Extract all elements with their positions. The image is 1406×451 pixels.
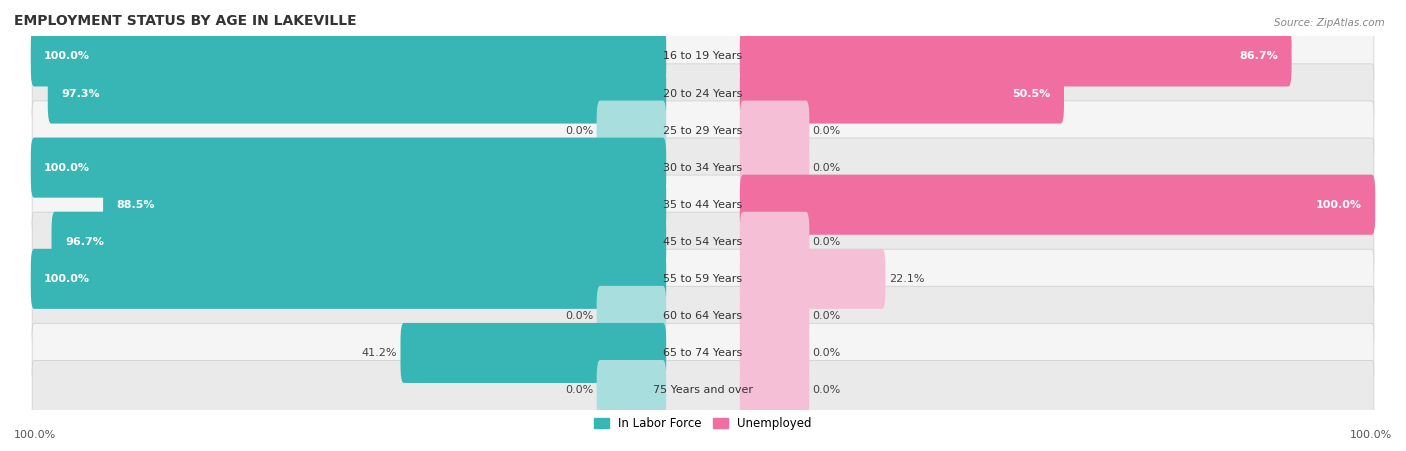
Text: 100.0%: 100.0% xyxy=(44,51,90,61)
FancyBboxPatch shape xyxy=(32,101,1374,160)
Text: 96.7%: 96.7% xyxy=(65,237,104,247)
FancyBboxPatch shape xyxy=(32,138,1374,197)
Text: 0.0%: 0.0% xyxy=(813,237,841,247)
FancyBboxPatch shape xyxy=(32,360,1374,420)
Text: 75 Years and over: 75 Years and over xyxy=(652,385,754,395)
Text: 22.1%: 22.1% xyxy=(889,274,924,284)
FancyBboxPatch shape xyxy=(740,27,1292,87)
FancyBboxPatch shape xyxy=(740,323,810,383)
FancyBboxPatch shape xyxy=(740,286,810,346)
Text: 0.0%: 0.0% xyxy=(813,163,841,173)
FancyBboxPatch shape xyxy=(48,64,666,124)
Text: 86.7%: 86.7% xyxy=(1240,51,1278,61)
Text: 0.0%: 0.0% xyxy=(565,311,593,321)
Text: 16 to 19 Years: 16 to 19 Years xyxy=(664,51,742,61)
Text: 65 to 74 Years: 65 to 74 Years xyxy=(664,348,742,358)
FancyBboxPatch shape xyxy=(31,138,666,198)
FancyBboxPatch shape xyxy=(740,64,1064,124)
Text: 55 to 59 Years: 55 to 59 Years xyxy=(664,274,742,284)
Text: 25 to 29 Years: 25 to 29 Years xyxy=(664,125,742,136)
FancyBboxPatch shape xyxy=(740,138,810,198)
FancyBboxPatch shape xyxy=(401,323,666,383)
Text: Source: ZipAtlas.com: Source: ZipAtlas.com xyxy=(1274,18,1385,28)
Text: 100.0%: 100.0% xyxy=(1350,430,1392,440)
FancyBboxPatch shape xyxy=(31,27,666,87)
Text: 0.0%: 0.0% xyxy=(565,125,593,136)
FancyBboxPatch shape xyxy=(32,64,1374,123)
FancyBboxPatch shape xyxy=(32,212,1374,272)
Text: 0.0%: 0.0% xyxy=(813,385,841,395)
FancyBboxPatch shape xyxy=(740,249,886,309)
FancyBboxPatch shape xyxy=(32,175,1374,235)
FancyBboxPatch shape xyxy=(32,27,1374,86)
Text: 0.0%: 0.0% xyxy=(813,125,841,136)
Text: 30 to 34 Years: 30 to 34 Years xyxy=(664,163,742,173)
FancyBboxPatch shape xyxy=(32,323,1374,382)
FancyBboxPatch shape xyxy=(32,286,1374,345)
Text: EMPLOYMENT STATUS BY AGE IN LAKEVILLE: EMPLOYMENT STATUS BY AGE IN LAKEVILLE xyxy=(14,14,357,28)
Text: 0.0%: 0.0% xyxy=(565,385,593,395)
Text: 100.0%: 100.0% xyxy=(44,274,90,284)
FancyBboxPatch shape xyxy=(31,249,666,309)
FancyBboxPatch shape xyxy=(740,212,810,272)
FancyBboxPatch shape xyxy=(596,286,666,346)
Text: 0.0%: 0.0% xyxy=(813,348,841,358)
FancyBboxPatch shape xyxy=(740,360,810,420)
FancyBboxPatch shape xyxy=(596,101,666,161)
Text: 35 to 44 Years: 35 to 44 Years xyxy=(664,200,742,210)
FancyBboxPatch shape xyxy=(52,212,666,272)
FancyBboxPatch shape xyxy=(740,101,810,161)
Text: 50.5%: 50.5% xyxy=(1012,88,1050,98)
FancyBboxPatch shape xyxy=(103,175,666,235)
Text: 97.3%: 97.3% xyxy=(60,88,100,98)
Legend: In Labor Force, Unemployed: In Labor Force, Unemployed xyxy=(589,412,817,434)
Text: 100.0%: 100.0% xyxy=(1316,200,1362,210)
FancyBboxPatch shape xyxy=(740,175,1375,235)
Text: 100.0%: 100.0% xyxy=(14,430,56,440)
Text: 100.0%: 100.0% xyxy=(44,163,90,173)
FancyBboxPatch shape xyxy=(32,249,1374,308)
FancyBboxPatch shape xyxy=(596,360,666,420)
Text: 60 to 64 Years: 60 to 64 Years xyxy=(664,311,742,321)
Text: 41.2%: 41.2% xyxy=(361,348,396,358)
Text: 0.0%: 0.0% xyxy=(813,311,841,321)
Text: 20 to 24 Years: 20 to 24 Years xyxy=(664,88,742,98)
Text: 88.5%: 88.5% xyxy=(117,200,155,210)
Text: 45 to 54 Years: 45 to 54 Years xyxy=(664,237,742,247)
